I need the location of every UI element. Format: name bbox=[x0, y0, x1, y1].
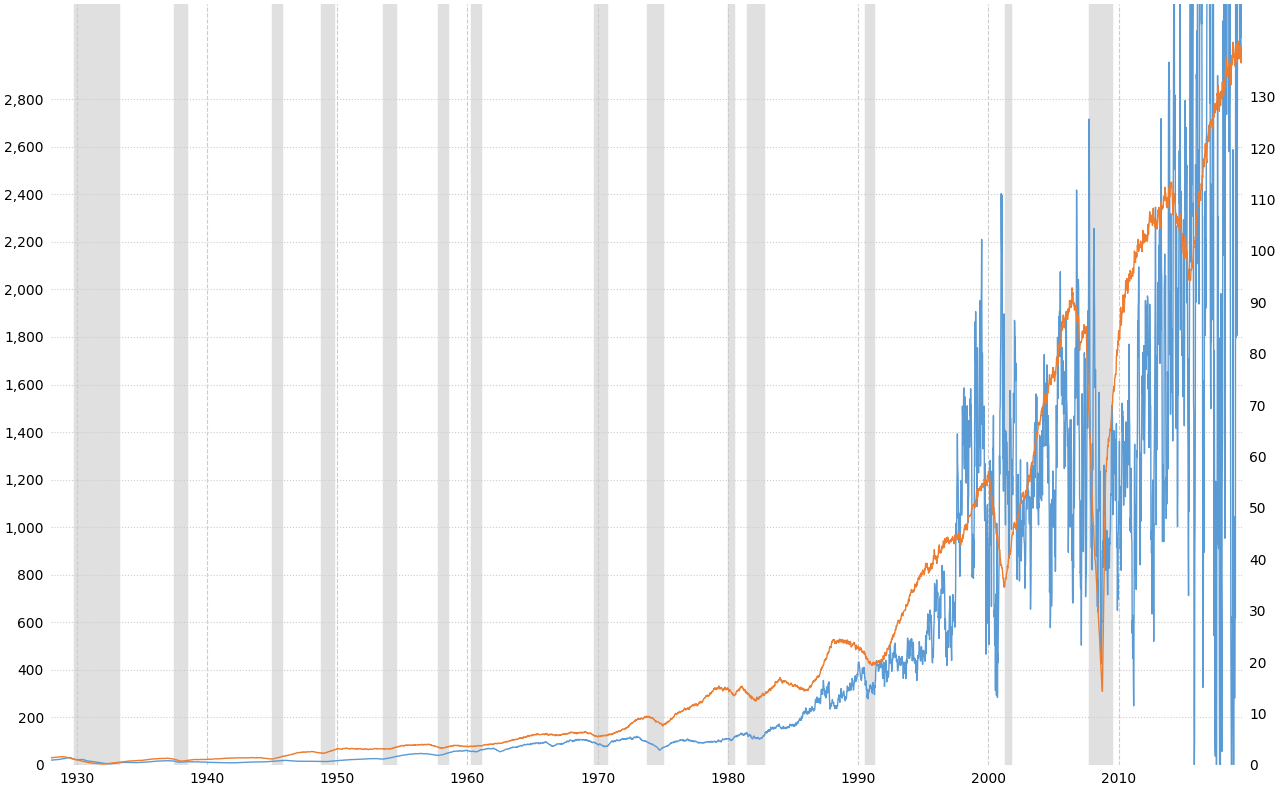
Bar bbox=[646, 4, 663, 765]
Bar bbox=[748, 4, 764, 765]
Bar bbox=[321, 4, 334, 765]
Bar bbox=[1005, 4, 1011, 765]
Bar bbox=[174, 4, 187, 765]
Bar bbox=[438, 4, 448, 765]
Bar bbox=[73, 4, 119, 765]
Bar bbox=[865, 4, 874, 765]
Bar bbox=[728, 4, 735, 765]
Bar bbox=[273, 4, 282, 765]
Bar bbox=[1089, 4, 1112, 765]
Bar bbox=[383, 4, 396, 765]
Bar bbox=[594, 4, 608, 765]
Bar bbox=[471, 4, 480, 765]
